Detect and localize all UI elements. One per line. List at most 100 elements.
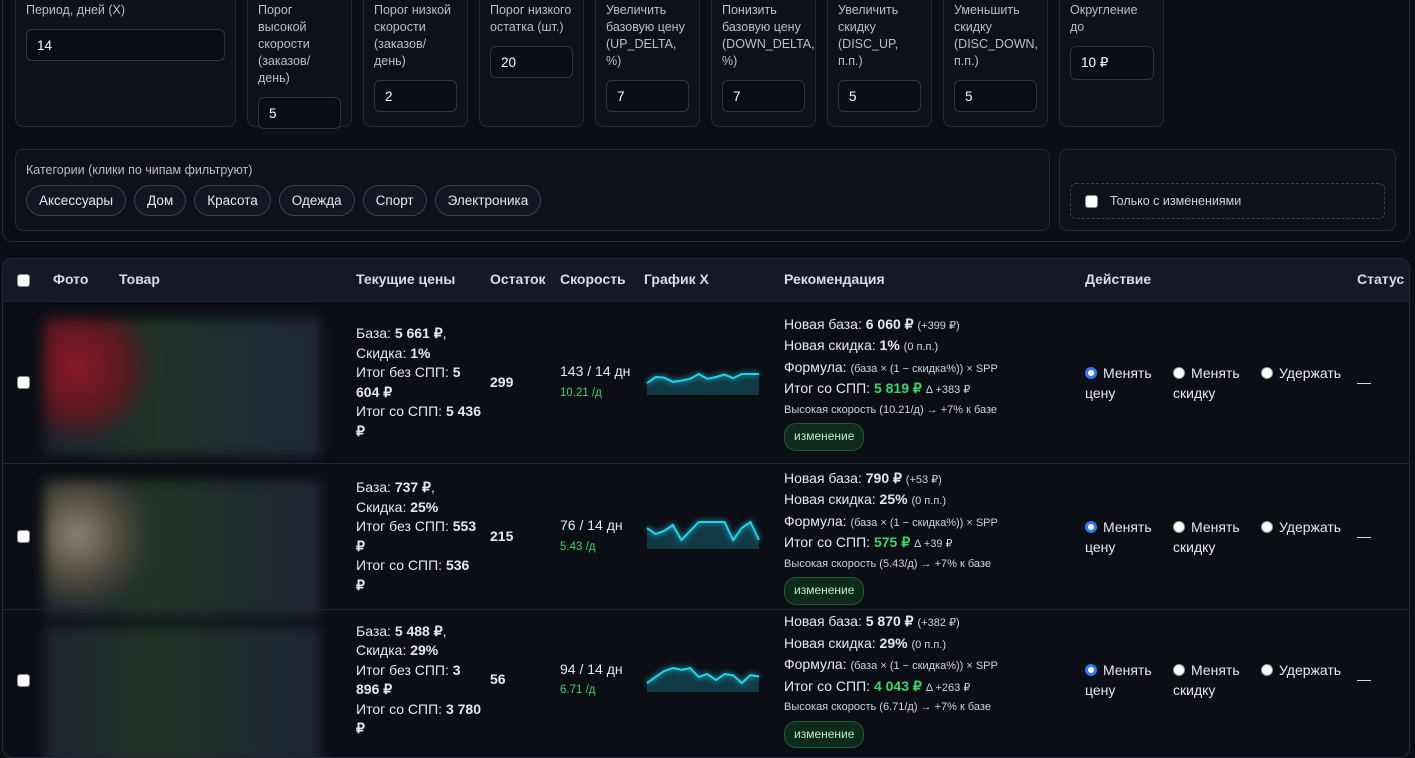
price-value: 536 ₽: [356, 557, 470, 593]
radio[interactable]: [1173, 520, 1185, 533]
price-line: Итог со СПП: 5 436 ₽: [356, 402, 482, 441]
rec-line: Формула: (база × (1 − скидка%)) × SPP: [784, 655, 1077, 677]
row-checkbox[interactable]: [17, 673, 30, 687]
action-option[interactable]: Удержать: [1261, 363, 1349, 403]
filter-label: Порог низкой скорости (заказов/день): [374, 3, 452, 68]
header-cell: Текущие цены: [356, 271, 456, 288]
price-line: Итог без СПП: 553 ₽: [356, 517, 482, 556]
product-photo: [44, 318, 321, 456]
filter-card: Порог высокой скорости (заказов/день) 5: [247, 0, 352, 129]
filter-card: Понизить базовую цену (DOWN_DELTA, %) 7: [711, 0, 816, 127]
rec-delta: (0 п.п.): [911, 495, 946, 507]
sparkline: [646, 520, 760, 549]
rec-delta: (+382 ₽): [917, 617, 960, 629]
speed-cell: 94 / 14 дн 6.71 /д: [552, 660, 636, 701]
only-changes-checkbox[interactable]: [1085, 194, 1098, 208]
speed-cell: 143 / 14 дн 10.21 /д: [552, 362, 636, 403]
filter-input[interactable]: 7: [722, 80, 805, 112]
radio[interactable]: [1261, 520, 1273, 533]
action-option[interactable]: Удержать: [1261, 660, 1349, 700]
rec-line: Итог со СПП: 575 ₽ Δ +39 ₽: [784, 533, 1077, 555]
action-option[interactable]: Удержать: [1261, 517, 1349, 557]
price-value: 5 604 ₽: [356, 364, 461, 400]
product-row: База: 737 ₽, Скидка: 25% Итог без СПП: 553…: [3, 463, 1409, 618]
sparkline-area: [647, 521, 759, 549]
radio[interactable]: [1173, 664, 1185, 676]
rec-line: Формула: (база × (1 − скидка%)) × SPP: [784, 358, 1077, 380]
header-cell: График X: [644, 271, 709, 288]
filter-input[interactable]: 5: [838, 80, 921, 112]
select-all-checkbox[interactable]: [17, 273, 30, 287]
rec-label: Итог со СПП:: [784, 380, 871, 396]
header-cell: Скорость: [560, 271, 626, 288]
filter-card: Увеличить базовую цену (UP_DELTA, %) 7: [595, 0, 700, 127]
sparkline-area: [647, 373, 759, 395]
category-chip[interactable]: Спорт: [362, 185, 427, 216]
action-option[interactable]: Менять скидку: [1173, 517, 1261, 557]
price-value: 737 ₽: [394, 479, 431, 495]
rate: 5.43 /д: [560, 540, 596, 553]
action-label: Менять скидку: [1173, 364, 1240, 401]
action-label: Менять скидку: [1173, 662, 1240, 698]
category-chip[interactable]: Дом: [134, 185, 187, 216]
price-value: 5 661 ₽: [394, 325, 443, 341]
rec-delta: (+53 ₽): [905, 473, 942, 486]
speed: 143 / 14 дн: [560, 363, 631, 379]
action-option[interactable]: Менять цену: [1085, 660, 1173, 700]
price-line: Скидка: 29%: [356, 641, 482, 661]
filter-label: Порог высокой скорости (заказов/день): [258, 3, 311, 85]
filter-input[interactable]: 5: [954, 80, 1037, 112]
filter-input[interactable]: 5: [258, 97, 341, 129]
rounding-label: Округление до: [1070, 3, 1138, 34]
price-line: Итог без СПП: 5 604 ₽: [356, 363, 482, 402]
action-option[interactable]: Менять цену: [1085, 363, 1173, 403]
radio[interactable]: [1085, 520, 1097, 533]
filter-input[interactable]: 2: [374, 80, 457, 112]
product-row: База: 5 488 ₽, Скидка: 29% Итог без СПП: 3…: [3, 609, 1409, 757]
price-line: Итог со СПП: 536 ₽: [356, 556, 482, 595]
row-checkbox[interactable]: [17, 530, 30, 543]
radio[interactable]: [1261, 366, 1273, 379]
change-badge: изменение: [784, 577, 865, 605]
radio[interactable]: [1261, 664, 1273, 676]
filter-input[interactable]: 14: [26, 29, 225, 61]
reason: Высокая скорость (5.43/д) → +7% к базе: [784, 557, 991, 570]
row-checkbox[interactable]: [17, 376, 30, 389]
sparkline: [646, 667, 760, 693]
category-chip[interactable]: Аксессуары: [26, 185, 127, 216]
filter-input[interactable]: 20: [490, 46, 573, 78]
action-option[interactable]: Менять цену: [1085, 517, 1173, 557]
radio[interactable]: [1173, 366, 1185, 379]
radio[interactable]: [1085, 366, 1097, 379]
stock-cell: 56: [490, 671, 506, 688]
rec-line: Новая база: 6 060 ₽ (+399 ₽): [784, 315, 1077, 337]
product-photo: [44, 626, 321, 757]
rec-line: Формула: (база × (1 − скидка%)) × SPP: [784, 512, 1077, 534]
rec-delta: (+399 ₽): [917, 319, 960, 332]
rec-delta: Δ +39 ₽: [914, 538, 953, 550]
filter-input[interactable]: 7: [606, 80, 689, 112]
radio[interactable]: [1085, 664, 1097, 676]
rec-label: Новая база:: [784, 469, 862, 486]
category-chip[interactable]: Электроника: [434, 185, 542, 216]
price-label: Итог без СПП:: [356, 518, 449, 534]
header-cell: Товар: [119, 271, 160, 288]
prices-cell: База: 737 ₽, Скидка: 25% Итог без СПП: 553…: [348, 478, 482, 595]
price-label: Итог без СПП:: [356, 661, 449, 678]
category-chip[interactable]: Одежда: [278, 185, 355, 216]
category-chip[interactable]: Красота: [194, 185, 271, 216]
action-option[interactable]: Менять скидку: [1173, 660, 1261, 700]
action-cell: Менять цену Менять скидку Удержать: [1077, 363, 1349, 403]
price-label: Итог со СПП:: [356, 557, 443, 573]
action-option[interactable]: Менять скидку: [1173, 363, 1261, 403]
speed: 94 / 14 дн: [560, 660, 623, 677]
rounding-select[interactable]: 10 ₽: [1070, 46, 1154, 80]
price-line: Скидка: 1%: [356, 344, 482, 364]
rec-line: Итог со СПП: 4 043 ₽ Δ +263 ₽: [784, 677, 1077, 699]
categories-card: Категории (клики по чипам фильтруют) Аксе…: [15, 149, 1050, 231]
filter-label: Порог низкого остатка (шт.): [490, 3, 572, 34]
rate: 10.21 /д: [560, 386, 602, 399]
categories-label: Категории (клики по чипам фильтруют): [26, 163, 253, 177]
rec-value: 6 060 ₽: [865, 315, 914, 332]
